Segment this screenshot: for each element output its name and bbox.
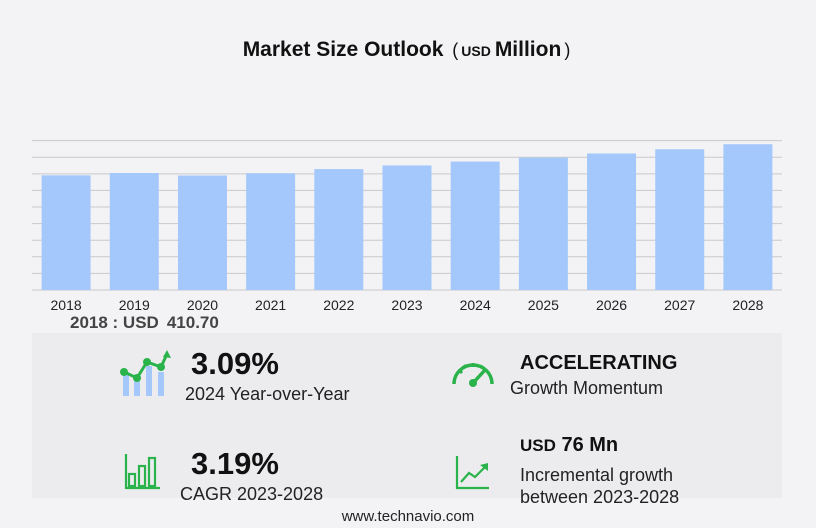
base-year-text: 2018 : USD	[70, 313, 159, 332]
x-tick-label: 2024	[460, 297, 491, 313]
x-tick-label: 2020	[187, 297, 218, 313]
paren-open: (	[452, 40, 459, 60]
x-tick-label: 2023	[391, 297, 422, 313]
chart-title-main: Market Size Outlook	[242, 38, 444, 61]
growth-chart-icon	[120, 350, 171, 396]
momentum-label: Growth Momentum	[510, 378, 664, 398]
bar-2028	[723, 144, 773, 290]
cagr-value: 3.19%	[191, 446, 279, 481]
bar-2020	[177, 175, 227, 290]
x-tick-label: 2026	[596, 297, 627, 313]
bar-2021	[246, 173, 296, 290]
incremental-value: USD 76 Mn	[520, 434, 618, 457]
kpi-panel	[32, 333, 782, 498]
bar-2018	[41, 175, 91, 290]
incremental-label-line1: Incremental growth	[520, 465, 674, 485]
bar-2024	[450, 161, 500, 290]
bar-2027	[655, 149, 705, 290]
x-tick-label: 2027	[664, 297, 695, 313]
incremental-label-line2: between 2023-2028	[520, 487, 680, 507]
speedometer-icon	[452, 363, 494, 387]
bar-2022	[314, 169, 364, 290]
incremental-prefix: USD	[520, 436, 556, 455]
trend-up-icon	[455, 456, 489, 490]
bar-2023	[382, 165, 432, 290]
x-tick-label: 2028	[732, 297, 763, 313]
bar-chart: 2018 2019 2020 2021 2022 2023 2024 2025 2026 2027…	[32, 140, 782, 313]
momentum-value: ACCELERATING	[520, 352, 678, 374]
chart-title: Market Size Outlook (USD Million)	[0, 38, 816, 62]
bar-2019	[109, 172, 159, 290]
bar-2025	[518, 157, 568, 290]
bar-2026	[587, 153, 637, 290]
base-year-label: 2018 : USD 410.70	[70, 313, 219, 333]
paren-close: )	[564, 40, 571, 60]
yoy-value: 3.09%	[191, 346, 279, 381]
x-tick-label: 2021	[255, 297, 286, 313]
bar-chart-icon	[124, 454, 160, 490]
unit-prefix: USD	[461, 43, 491, 59]
x-tick-label: 2022	[323, 297, 354, 313]
incremental-amount: 76 Mn	[561, 434, 619, 456]
x-tick-label: 2019	[119, 297, 150, 313]
x-tick-label: 2025	[528, 297, 559, 313]
unit: Million	[494, 38, 562, 61]
yoy-label: 2024 Year-over-Year	[185, 384, 350, 404]
x-tick-label: 2018	[51, 297, 82, 313]
cagr-label: CAGR 2023-2028	[180, 484, 324, 504]
base-year-value: 410.70	[166, 313, 219, 332]
footer-url: www.technavio.com	[341, 508, 475, 525]
